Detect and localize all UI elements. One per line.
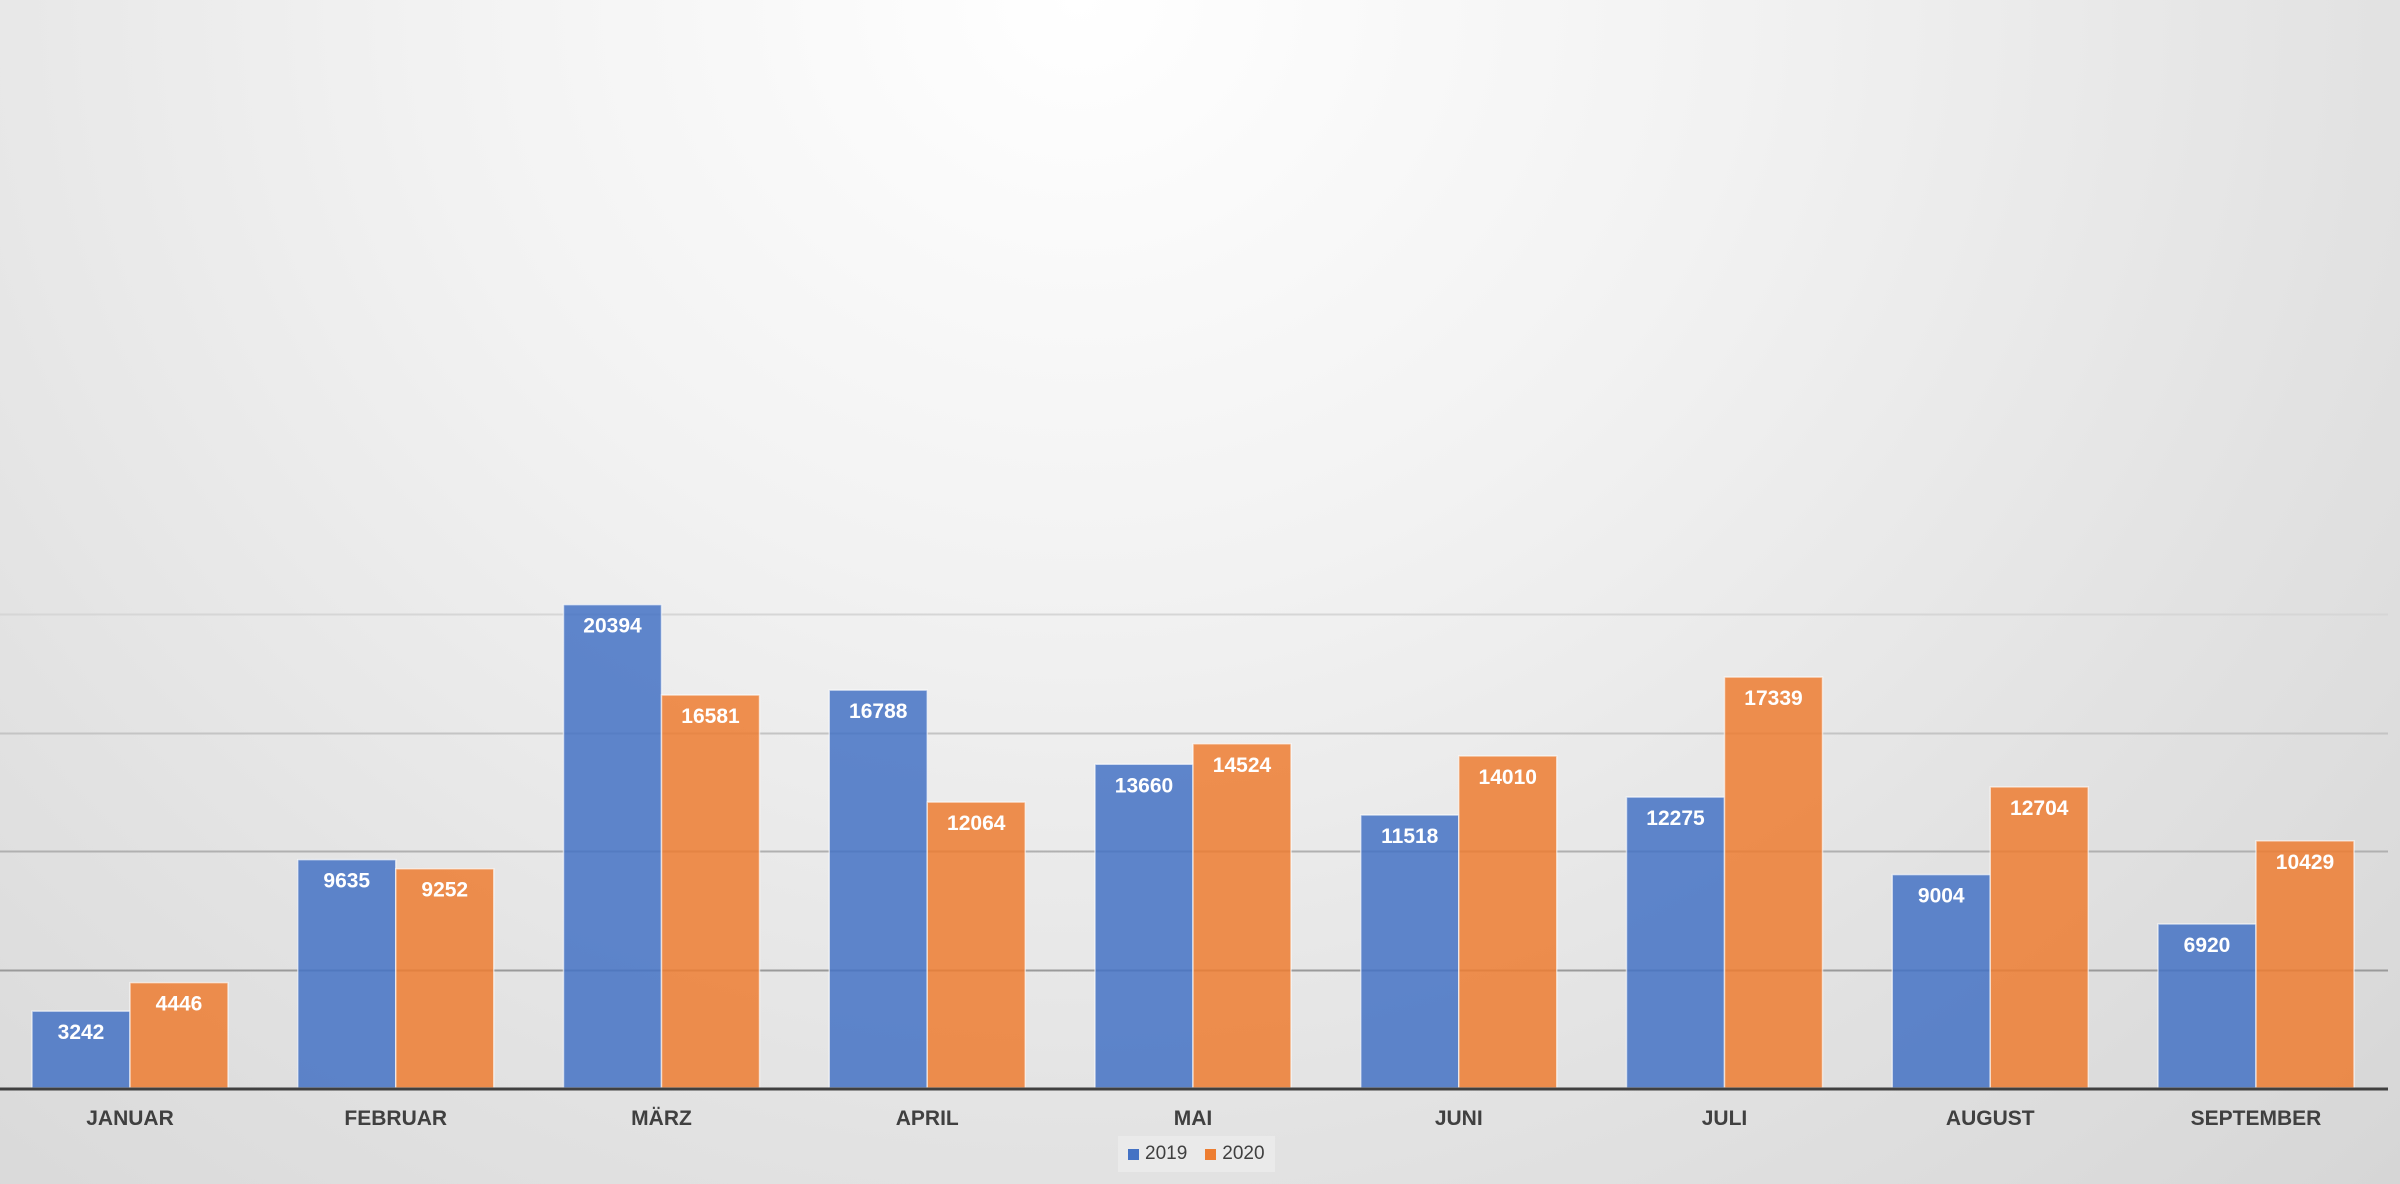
data-label-2019-juni: 11518 (1381, 825, 1439, 848)
category-label-märz: MÄRZ (631, 1107, 692, 1130)
bar-2019-märz (562, 603, 663, 1089)
bar-2019-juli (1625, 796, 1726, 1089)
legend-entry-2019: 2019 (1128, 1143, 1187, 1165)
legend: 2019 2020 (1118, 1136, 1275, 1172)
data-label-2019-januar: 3242 (58, 1021, 105, 1044)
bar-2020-märz (660, 694, 761, 1089)
bar-2020-september (2255, 840, 2355, 1089)
bar-2020-februar (395, 867, 495, 1089)
legend-entry-2020: 2020 (1205, 1143, 1265, 1165)
category-label-september: SEPTEMBER (2191, 1107, 2322, 1130)
data-label-2020-juli: 17339 (1744, 687, 1802, 710)
bar-2020-juli (1723, 676, 1824, 1089)
data-label-2019-september: 6920 (2184, 934, 2231, 957)
category-label-mai: MAI (1174, 1107, 1213, 1130)
bar-2019-april (828, 689, 928, 1089)
data-label-2020-august: 12704 (2010, 797, 2069, 820)
category-label-august: AUGUST (1946, 1107, 2035, 1130)
category-label-april: APRIL (896, 1107, 959, 1130)
category-label-juni: JUNI (1435, 1107, 1483, 1130)
bar-2020-april (926, 801, 1026, 1089)
data-label-2020-september: 10429 (2276, 851, 2334, 874)
data-label-2019-april: 16788 (849, 700, 908, 723)
bar-2020-august (1989, 786, 2089, 1089)
data-label-2019-august: 9004 (1918, 885, 1965, 908)
legend-swatch-2020 (1205, 1148, 1217, 1160)
bar-2020-juni (1458, 755, 1558, 1089)
legend-label-2019: 2019 (1145, 1143, 1188, 1164)
legend-label-2020: 2020 (1222, 1143, 1265, 1164)
category-label-februar: FEBRUAR (344, 1107, 447, 1130)
bar-2019-september (2157, 923, 2257, 1089)
data-label-2020-april: 12064 (947, 812, 1006, 835)
data-label-2020-januar: 4446 (156, 993, 203, 1016)
bar-2019-mai (1094, 763, 1194, 1089)
data-label-2020-märz: 16581 (681, 705, 740, 728)
data-label-2019-märz: 20394 (583, 615, 642, 638)
category-label-januar: JANUAR (86, 1107, 174, 1130)
bar-2019-august (1891, 873, 1991, 1089)
bar-2020-mai (1192, 743, 1292, 1089)
data-label-2019-mai: 13660 (1115, 774, 1173, 797)
bar-2019-juni (1360, 814, 1460, 1089)
category-label-juli: JULI (1702, 1107, 1748, 1130)
bar-2019-februar (297, 858, 397, 1089)
legend-swatch-2019 (1128, 1148, 1139, 1160)
data-label-2020-februar: 9252 (421, 879, 468, 902)
data-label-2019-februar: 9635 (323, 870, 370, 893)
data-label-2019-juli: 12275 (1646, 807, 1705, 830)
bar-2019-januar (31, 1010, 131, 1089)
data-label-2020-juni: 14010 (1479, 766, 1537, 789)
data-label-2020-mai: 14524 (1213, 754, 1272, 777)
